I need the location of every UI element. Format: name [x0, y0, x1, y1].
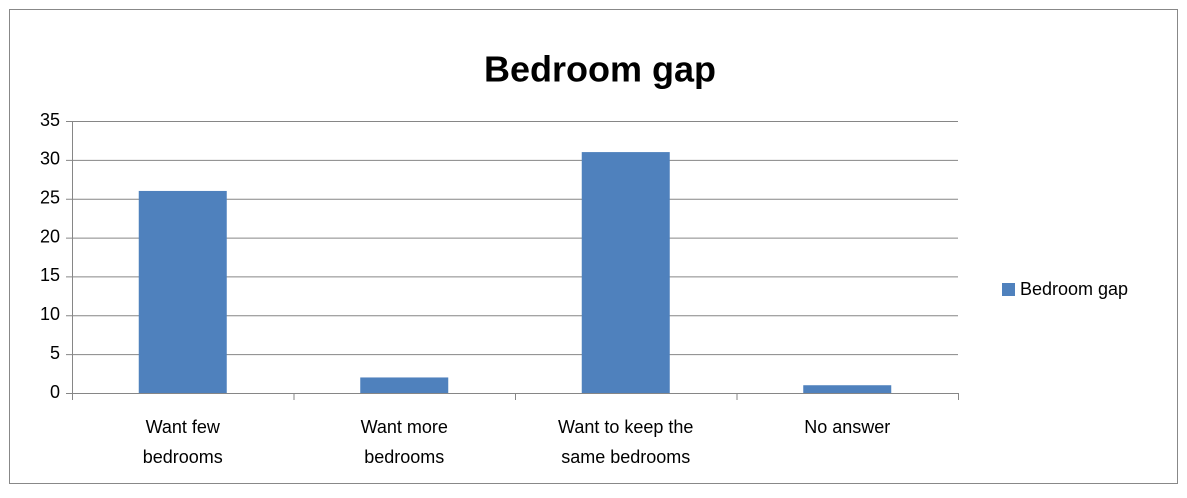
legend-swatch	[1002, 283, 1015, 296]
x-tick-label: No answer	[804, 417, 890, 437]
bar	[360, 377, 449, 393]
y-tick-label: 10	[40, 304, 60, 324]
bar	[581, 152, 670, 393]
bar	[138, 190, 227, 393]
x-tick-label: Want to keep the same bedrooms	[558, 417, 693, 467]
x-tick-label: Want few bedrooms	[143, 417, 223, 467]
bar	[803, 385, 892, 393]
x-tick-label: Want more bedrooms	[361, 417, 448, 467]
legend-label: Bedroom gap	[1020, 279, 1128, 299]
chart-title: Bedroom gap	[484, 49, 716, 90]
y-tick-label: 25	[40, 187, 60, 207]
y-tick-label: 15	[40, 265, 60, 285]
y-tick-label: 5	[50, 343, 60, 363]
y-tick-label: 30	[40, 149, 60, 169]
y-tick-label: 20	[40, 226, 60, 246]
y-tick-label: 35	[40, 110, 60, 130]
y-tick-label: 0	[50, 382, 60, 402]
